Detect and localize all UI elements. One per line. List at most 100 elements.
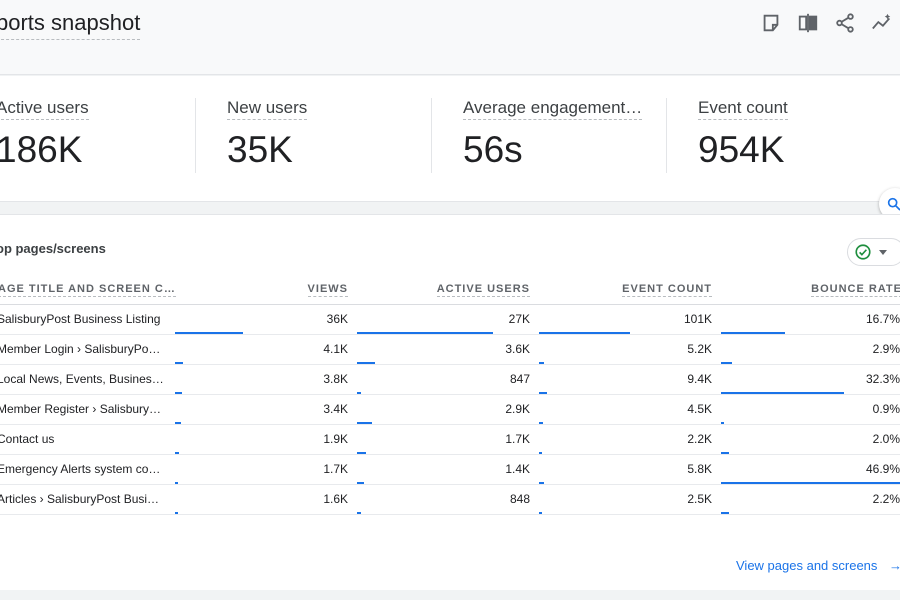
proportion-bar: [175, 482, 178, 484]
proportion-bar: [539, 482, 544, 484]
share-button[interactable]: [826, 8, 863, 38]
proportion-bar: [539, 362, 544, 364]
metric-value: 186K: [0, 129, 83, 170]
cell-event-count: 2.2K: [687, 432, 712, 446]
cell-event-count: 2.5K: [687, 492, 712, 506]
proportion-bar: [721, 332, 785, 334]
table-row[interactable]: Local News, Events, Business … 3.8K 847 9.4…: [0, 365, 900, 395]
metric-event-count[interactable]: Event count 954K: [698, 98, 788, 171]
proportion-bar: [721, 392, 844, 394]
header-toolbar: [752, 8, 900, 38]
column-header-event-count[interactable]: EVENT COUNT: [622, 283, 712, 297]
proportion-bar: [175, 392, 182, 394]
row-divider: [0, 514, 900, 515]
proportion-bar: [357, 362, 375, 364]
customize-icon: [763, 14, 778, 32]
cell-page-title[interactable]: Member Login › SalisburyPost…: [0, 342, 164, 356]
cell-event-count: 4.5K: [687, 402, 712, 416]
metric-divider: [431, 98, 432, 173]
cell-views: 3.8K: [323, 372, 348, 386]
proportion-bar: [721, 452, 729, 454]
cell-views: 3.4K: [323, 402, 348, 416]
row-divider: [0, 394, 900, 395]
metric-active-users[interactable]: Active users 186K: [0, 98, 89, 171]
share-icon: [835, 13, 854, 33]
cell-event-count: 5.2K: [687, 342, 712, 356]
customize-report-button[interactable]: [752, 8, 789, 38]
report-header: ports snapshot: [0, 0, 900, 75]
insights-button[interactable]: [863, 8, 900, 38]
cell-active-users: 27K: [508, 312, 530, 326]
metric-new-users[interactable]: New users 35K: [227, 98, 308, 171]
metric-divider: [195, 98, 196, 173]
column-header-views[interactable]: VIEWS: [307, 283, 348, 297]
proportion-bar: [175, 422, 181, 424]
table-row[interactable]: SalisburyPost Business Listing 36K 27K 101K…: [0, 305, 900, 335]
cell-page-title[interactable]: Emergency Alerts system cost…: [0, 462, 164, 476]
cell-views: 4.1K: [323, 342, 348, 356]
proportion-bar: [357, 422, 372, 424]
cell-active-users: 1.4K: [505, 462, 530, 476]
row-divider: [0, 454, 900, 455]
table-row[interactable]: Articles › SalisburyPost Busin… 1.6K 848 2.…: [0, 485, 900, 515]
cell-bounce-rate: 16.7%: [865, 312, 900, 326]
insights-search-icon: [887, 197, 900, 211]
view-pages-link-label: View pages and screens: [736, 558, 878, 573]
proportion-bar: [721, 362, 732, 364]
metric-value: 56s: [463, 129, 523, 170]
proportion-bar: [721, 482, 900, 484]
cell-views: 1.6K: [323, 492, 348, 506]
table-header-rule: [0, 304, 900, 305]
table-row[interactable]: Contact us 1.9K 1.7K 2.2K 2.0%: [0, 425, 900, 455]
proportion-bar: [357, 482, 364, 484]
cell-active-users: 1.7K: [505, 432, 530, 446]
metric-average-engagement[interactable]: Average engagement… 56s: [463, 98, 643, 171]
metric-label: Active users: [0, 98, 89, 120]
cell-bounce-rate: 2.0%: [872, 432, 900, 446]
table-row[interactable]: Emergency Alerts system cost… 1.7K 1.4K 5.8…: [0, 455, 900, 485]
arrow-right-icon: →: [889, 558, 900, 573]
cell-bounce-rate: 2.9%: [872, 342, 900, 356]
proportion-bar: [175, 362, 183, 364]
table-row[interactable]: Member Register › SalisburyP… 3.4K 2.9K 4.5…: [0, 395, 900, 425]
cell-page-title[interactable]: Local News, Events, Business …: [0, 372, 164, 386]
row-divider: [0, 484, 900, 485]
proportion-bar: [357, 452, 366, 454]
column-header-page-title[interactable]: AGE TITLE AND SCREEN C…: [0, 283, 176, 297]
cell-active-users: 3.6K: [505, 342, 530, 356]
column-header-active-users[interactable]: ACTIVE USERS: [436, 283, 530, 297]
cell-bounce-rate: 46.9%: [865, 462, 900, 476]
metrics-summary: Active users 186K New users 35K Average …: [0, 76, 900, 202]
proportion-bar: [357, 392, 361, 394]
page-title: ports snapshot: [0, 10, 141, 40]
view-pages-link[interactable]: View pages and screens →: [736, 558, 900, 573]
cell-views: 36K: [326, 312, 348, 326]
metric-value: 954K: [698, 129, 785, 170]
cell-page-title[interactable]: Member Register › SalisburyP…: [0, 402, 164, 416]
top-pages-card: op pages/screens AGE TITLE AND SCREEN C……: [0, 214, 900, 590]
proportion-bar: [721, 512, 729, 514]
table-row[interactable]: Member Login › SalisburyPost… 4.1K 3.6K 5.2…: [0, 335, 900, 365]
row-divider: [0, 334, 900, 335]
cell-page-title[interactable]: SalisburyPost Business Listing: [0, 312, 161, 326]
card-title: op pages/screens: [0, 241, 106, 256]
proportion-bar: [539, 452, 542, 454]
compare-button[interactable]: [789, 8, 826, 38]
metric-label: Event count: [698, 98, 788, 120]
column-header-bounce-rate[interactable]: BOUNCE RATE: [811, 283, 900, 297]
cell-active-users: 848: [509, 492, 530, 506]
proportion-bar: [539, 332, 630, 334]
cell-page-title[interactable]: Articles › SalisburyPost Busin…: [0, 492, 164, 506]
cell-event-count: 9.4K: [687, 372, 712, 386]
proportion-bar: [539, 422, 543, 424]
data-quality-dropdown[interactable]: [847, 238, 900, 266]
cell-bounce-rate: 0.9%: [872, 402, 900, 416]
proportion-bar: [175, 512, 178, 514]
cell-page-title[interactable]: Contact us: [0, 432, 55, 446]
cell-views: 1.9K: [323, 432, 348, 446]
row-divider: [0, 364, 900, 365]
proportion-bar: [539, 392, 547, 394]
metric-label: New users: [227, 98, 308, 120]
cell-event-count: 5.8K: [687, 462, 712, 476]
insights-search-button[interactable]: [879, 188, 900, 220]
